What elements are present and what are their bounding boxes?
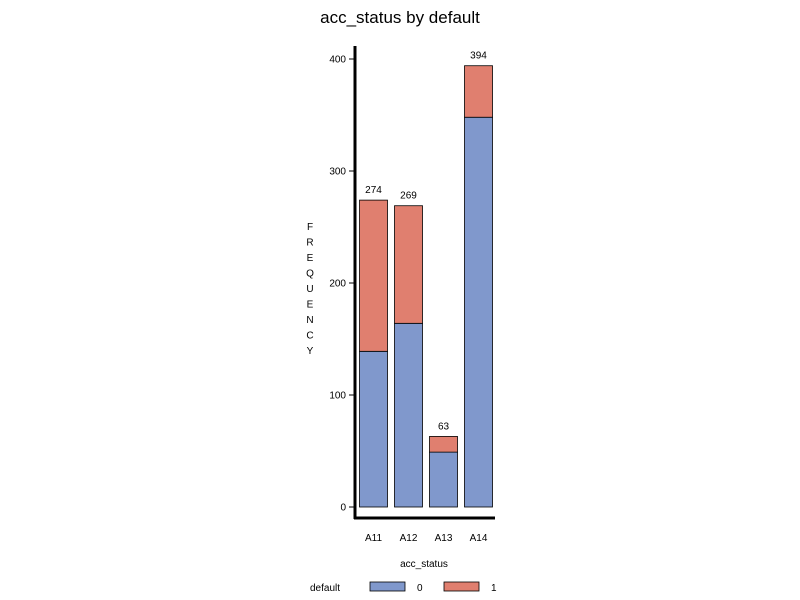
x-tick-label: A12	[400, 533, 418, 544]
x-tick-label: A13	[435, 533, 453, 544]
legend-label-0: 0	[417, 583, 423, 594]
bar-total-label: 274	[365, 185, 382, 196]
x-tick-label: A11	[365, 533, 382, 544]
x-tick-label: A14	[470, 533, 488, 544]
bar-segment-a13-default-0	[429, 451, 458, 508]
legend-label-1: 1	[491, 583, 497, 594]
bar-segment-a11-default-0	[359, 350, 388, 508]
y-axis-ticks: 0 100 200 300 400	[329, 55, 355, 514]
bar-total-label: 394	[470, 51, 487, 62]
legend-swatch-0	[369, 581, 406, 592]
bar-segment-a12-default-0	[394, 322, 423, 508]
bar-segment-a11-default-1	[359, 199, 388, 352]
bar-total-label: 63	[438, 421, 450, 432]
y-tick-label: 100	[329, 391, 346, 402]
bar-segment-a12-default-1	[394, 205, 423, 324]
y-tick-label: 300	[329, 167, 346, 178]
bars	[359, 65, 493, 508]
bar-segment-a14-default-0	[464, 116, 493, 508]
y-tick-label: 200	[329, 279, 346, 290]
legend: default 0 1	[310, 581, 497, 594]
legend-title: default	[310, 583, 340, 594]
y-tick-label: 400	[329, 55, 346, 66]
bar-segment-a13-default-1	[429, 436, 458, 453]
x-axis-label: acc_status	[400, 559, 448, 570]
bar-segment-a14-default-1	[464, 65, 493, 118]
chart-title: acc_status by default	[320, 8, 480, 27]
y-tick-label: 0	[340, 503, 346, 514]
x-axis-ticks: A11 A12 A13 A14	[365, 533, 488, 544]
legend-swatch-1	[443, 581, 480, 592]
bar-total-label: 269	[400, 191, 417, 202]
data-labels: 274 269 63 394	[365, 51, 487, 433]
